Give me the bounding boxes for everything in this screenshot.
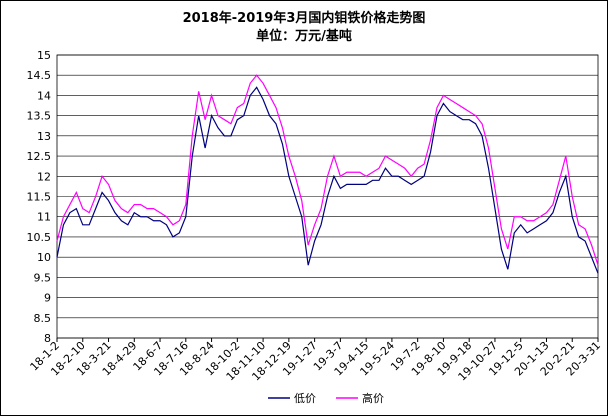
y-tick-label: 11 bbox=[37, 211, 51, 224]
y-tick-label: 14.5 bbox=[27, 69, 52, 82]
y-tick-label: 8 bbox=[44, 332, 51, 345]
y-tick-label: 11.5 bbox=[27, 191, 52, 204]
plot-frame bbox=[56, 54, 599, 339]
y-tick-label: 9.5 bbox=[34, 271, 52, 284]
y-tick-label: 13 bbox=[37, 130, 51, 143]
series-line bbox=[56, 74, 599, 266]
y-tick-label: 9 bbox=[44, 292, 51, 305]
y-tick-label: 15 bbox=[37, 49, 51, 62]
legend-label: 低价 bbox=[294, 392, 316, 405]
chart-subtitle: 单位：万元/基吨 bbox=[256, 28, 352, 44]
series-line bbox=[56, 86, 599, 274]
chart-title: 2018年-2019年3月国内钼铁价格走势图 bbox=[183, 10, 426, 26]
y-tick-label: 13.5 bbox=[27, 110, 52, 123]
legend-label: 高价 bbox=[362, 391, 384, 405]
y-tick-label: 12.5 bbox=[27, 150, 52, 163]
y-tick-label: 10.5 bbox=[27, 231, 52, 244]
y-tick-label: 8.5 bbox=[34, 312, 52, 325]
y-tick-label: 10 bbox=[37, 251, 51, 264]
y-tick-label: 14 bbox=[37, 89, 51, 102]
y-tick-label: 12 bbox=[37, 170, 51, 183]
